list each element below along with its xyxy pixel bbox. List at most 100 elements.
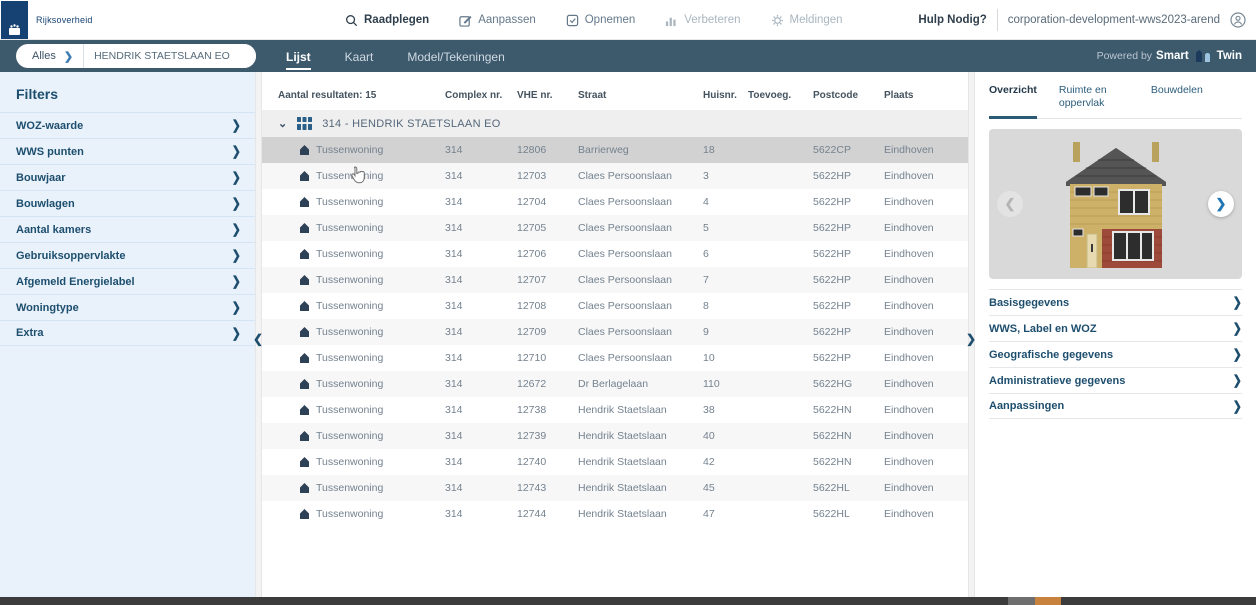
detail-section-item[interactable]: Basisgegevens ❯ — [989, 289, 1242, 315]
dwelling-type: Tussenwoning — [316, 326, 384, 338]
vhe-nr-cell: 12709 — [517, 326, 547, 338]
brand-smart: Smart — [1156, 50, 1189, 62]
search-input[interactable] — [84, 44, 256, 68]
straat-cell: Claes Persoonslaan — [578, 170, 672, 182]
complex-group-row[interactable]: ⌄ 314 - HENDRIK STAETSLAAN EO — [262, 110, 968, 137]
nav-item-aanpassen[interactable]: Aanpassen — [459, 14, 536, 27]
gear-icon — [771, 14, 783, 26]
table-row[interactable]: Tussenwoning 314 12740 Hendrik Staetslaa… — [262, 449, 968, 475]
account-name: corporation-development-wws2023-arend — [1007, 14, 1220, 26]
table-row[interactable]: Tussenwoning 314 12738 Hendrik Staetslaa… — [262, 397, 968, 423]
left-panel-divider: ❮ — [253, 72, 264, 597]
collapse-left-panel-handle[interactable]: ❮ — [253, 332, 264, 346]
complex-nr-cell: 314 — [445, 170, 463, 182]
main-navigation: Raadplegen Aanpassen Opnemen Verbeteren … — [345, 0, 843, 40]
chevron-right-icon: ❯ — [231, 248, 241, 264]
chevron-right-icon: ❯ — [231, 274, 241, 290]
tab-lijst[interactable]: Lijst — [286, 44, 311, 70]
filter-item[interactable]: Bouwlagen ❯ — [0, 190, 255, 216]
filter-item[interactable]: Aantal kamers ❯ — [0, 216, 255, 242]
dwelling-type-cell: Tussenwoning — [278, 508, 445, 520]
house-icon — [300, 353, 309, 363]
house-icon — [300, 145, 309, 155]
search-scope-button[interactable]: Alles ❯ — [16, 44, 85, 68]
dwelling-type: Tussenwoning — [316, 508, 384, 520]
vhe-nr-cell: 12705 — [517, 222, 547, 234]
dwelling-type-cell: Tussenwoning — [278, 378, 445, 390]
tab-model-tekeningen[interactable]: Model/Tekeningen — [407, 49, 505, 64]
carousel-next-button[interactable]: ❯ — [1208, 191, 1234, 218]
smarttwin-houses-icon — [1195, 50, 1211, 62]
taskbar-segment-gray — [1008, 597, 1035, 605]
taskbar-edge — [0, 597, 1256, 605]
filter-item[interactable]: Extra ❯ — [0, 320, 255, 346]
chevron-right-icon: ❯ — [231, 222, 241, 238]
table-row[interactable]: Tussenwoning 314 12672 Dr Berlagelaan 11… — [262, 371, 968, 397]
nav-item-verbeteren: Verbeteren — [665, 14, 741, 27]
table-row[interactable]: Tussenwoning 314 12710 Claes Persoonslaa… — [262, 345, 968, 371]
nav-item-raadplegen[interactable]: Raadplegen — [345, 14, 429, 27]
check-clipboard-icon — [566, 14, 578, 26]
dwelling-type-cell: Tussenwoning — [278, 196, 445, 208]
detail-section-item[interactable]: Geografische gegevens ❯ — [989, 341, 1242, 367]
filter-item[interactable]: Gebruiksoppervlakte ❯ — [0, 242, 255, 268]
detail-section-item[interactable]: Administratieve gegevens ❯ — [989, 367, 1242, 393]
huisnr-cell: 5 — [703, 222, 709, 234]
vhe-nr-cell: 12703 — [517, 170, 547, 182]
table-row[interactable]: Tussenwoning 314 12706 Claes Persoonslaa… — [262, 241, 968, 267]
pencil-icon — [459, 15, 472, 27]
expand-right-panel-handle[interactable]: ❯ — [966, 332, 977, 346]
coat-of-arms-icon — [9, 23, 20, 35]
tab-bouwdelen[interactable]: Bouwdelen — [1150, 84, 1203, 96]
chevron-right-icon: ❯ — [1232, 399, 1242, 415]
table-row[interactable]: Tussenwoning 314 12739 Hendrik Staetslaa… — [262, 423, 968, 449]
nav-item-opnemen[interactable]: Opnemen — [566, 14, 635, 27]
detail-section-label: Basisgegevens — [989, 296, 1070, 309]
dwelling-type-cell: Tussenwoning — [278, 352, 445, 364]
table-row[interactable]: Tussenwoning 314 12743 Hendrik Staetslaa… — [262, 475, 968, 501]
account-icon[interactable] — [1230, 12, 1246, 28]
col-postcode: Postcode — [813, 89, 859, 101]
straat-cell: Hendrik Staetslaan — [578, 456, 667, 468]
filter-item[interactable]: WWS punten ❯ — [0, 138, 255, 164]
table-row[interactable]: Tussenwoning 314 12708 Claes Persoonslaa… — [262, 293, 968, 319]
table-row[interactable]: Tussenwoning 314 12709 Claes Persoonslaa… — [262, 319, 968, 345]
results-table: Aantal resultaten: 15 Complex nr. VHE nr… — [262, 72, 968, 597]
postcode-cell: 5622HP — [813, 248, 851, 260]
table-row[interactable]: Tussenwoning 314 12703 Claes Persoonslaa… — [262, 163, 968, 189]
chevron-right-icon: ❯ — [1232, 348, 1242, 363]
help-link[interactable]: Hulp Nodig? — [918, 14, 987, 26]
table-row[interactable]: Tussenwoning 314 12707 Claes Persoonslaa… — [262, 267, 968, 293]
table-row[interactable]: Tussenwoning 314 12704 Claes Persoonslaa… — [262, 189, 968, 215]
chevron-right-icon: ❯ — [1232, 322, 1242, 337]
plaats-cell: Eindhoven — [884, 300, 934, 312]
house-icon — [300, 405, 309, 415]
view-tabs: Lijst Kaart Model/Tekeningen — [286, 44, 505, 70]
table-row[interactable]: Tussenwoning 314 12705 Claes Persoonslaa… — [262, 215, 968, 241]
filter-item-label: WWS punten — [16, 145, 84, 158]
vhe-nr-cell: 12704 — [517, 196, 547, 208]
nav-label: Aanpassen — [478, 14, 536, 26]
dwelling-type: Tussenwoning — [316, 352, 384, 364]
detail-section-label: WWS, Label en WOZ — [989, 322, 1097, 335]
dwelling-type-cell: Tussenwoning — [278, 456, 445, 468]
detail-section-item[interactable]: WWS, Label en WOZ ❯ — [989, 315, 1242, 341]
tab-overzicht[interactable]: Overzicht — [989, 80, 1037, 120]
filter-item[interactable]: WOZ-waarde ❯ — [0, 112, 255, 138]
huisnr-cell: 6 — [703, 248, 709, 260]
table-row[interactable]: Tussenwoning 314 12806 Barrierweg 18 562… — [262, 137, 968, 163]
col-plaats: Plaats — [884, 89, 914, 101]
filter-item[interactable]: Bouwjaar ❯ — [0, 164, 255, 190]
tab-ruimte-en-oppervlak[interactable]: Ruimte en oppervlak — [1058, 84, 1107, 110]
table-row[interactable]: Tussenwoning 314 12744 Hendrik Staetslaa… — [262, 501, 968, 527]
complex-nr-cell: 314 — [445, 196, 463, 208]
filter-item[interactable]: Afgemeld Energielabel ❯ — [0, 268, 255, 294]
vhe-nr-cell: 12706 — [517, 248, 547, 260]
tab-kaart[interactable]: Kaart — [344, 49, 374, 64]
filter-item[interactable]: Woningtype ❯ — [0, 294, 255, 320]
detail-section-item[interactable]: Aanpassingen ❯ — [989, 393, 1242, 420]
straat-cell: Claes Persoonslaan — [578, 300, 672, 312]
nav-item-meldingen: Meldingen — [771, 14, 843, 27]
plaats-cell: Eindhoven — [884, 196, 934, 208]
